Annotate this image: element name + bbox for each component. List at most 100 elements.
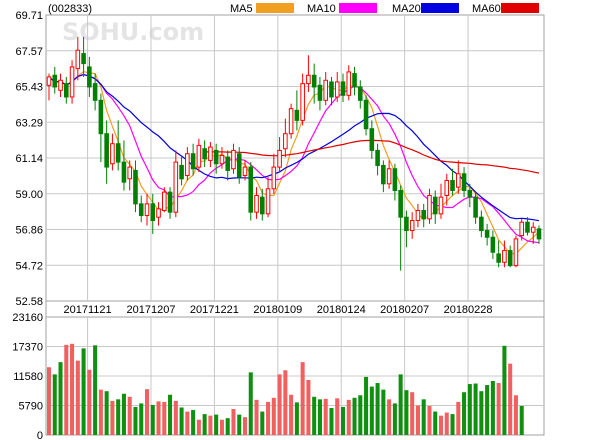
- candle-up: [196, 144, 202, 168]
- volume-bar: [490, 380, 495, 435]
- price-tick-label: 69.71: [15, 10, 43, 22]
- volume-bar: [433, 411, 438, 435]
- candle-up: [409, 220, 415, 232]
- watermark: SOHU.com: [62, 18, 204, 46]
- volume-bar: [191, 410, 196, 435]
- date-tick-label: 20171121: [64, 304, 112, 316]
- volume-bar: [352, 397, 357, 435]
- volume-bar: [214, 414, 219, 435]
- candle-up: [110, 143, 115, 165]
- candle-down: [260, 196, 265, 215]
- volume-tick-label: 23160: [12, 312, 43, 324]
- volume-bar: [173, 400, 178, 435]
- candle-down: [87, 66, 92, 88]
- candle-up: [334, 81, 340, 98]
- volume-bar: [144, 389, 150, 435]
- candle-down: [398, 189, 403, 218]
- volume-bar: [294, 402, 299, 435]
- price-tick-label: 52.58: [15, 296, 43, 308]
- candle-up: [185, 153, 190, 176]
- candle-down: [352, 73, 357, 88]
- legend-ma20-label: MA20: [392, 3, 421, 15]
- candle-up: [519, 221, 524, 237]
- price-tick-label: 63.29: [15, 117, 43, 129]
- candlesticks: [46, 36, 542, 271]
- candle-down: [392, 168, 398, 191]
- volume-bar: [444, 412, 449, 435]
- volume-bar: [329, 407, 334, 435]
- volume-bar: [127, 396, 132, 435]
- candle-down: [536, 228, 542, 240]
- candle-down: [467, 189, 473, 198]
- candle-up: [69, 66, 75, 98]
- legend-ma10-swatch: [339, 3, 377, 13]
- volume-bar: [340, 406, 346, 435]
- candle-up: [438, 196, 444, 215]
- candle-up: [58, 79, 63, 91]
- volume-bar: [208, 415, 213, 435]
- candle-up: [156, 208, 161, 218]
- volume-bar: [46, 367, 52, 435]
- candle-up: [502, 250, 507, 263]
- candle-up: [323, 79, 328, 101]
- candle-up: [162, 191, 167, 212]
- legend: MA5 MA10 MA20 MA60: [230, 3, 539, 15]
- candle-up: [456, 173, 461, 188]
- ma5-line: [48, 70, 540, 255]
- volume-bar: [266, 401, 271, 435]
- volume-bar: [237, 414, 242, 435]
- volume-bar: [116, 399, 121, 435]
- legend-ma5-label: MA5: [230, 3, 253, 15]
- volume-bar: [392, 403, 397, 435]
- volume-bar: [219, 419, 224, 435]
- volume-bar: [387, 399, 392, 435]
- candle-up: [513, 238, 519, 267]
- volume-tick-label: 17370: [12, 342, 43, 354]
- candle-down: [236, 153, 242, 178]
- volume-bar: [283, 370, 288, 435]
- legend-ma60-swatch: [501, 3, 539, 13]
- candle-down: [358, 86, 363, 101]
- date-tick-label: 20171221: [190, 304, 239, 316]
- volume-bar: [306, 379, 311, 435]
- candle-down: [317, 84, 323, 101]
- date-tick-label: 20180124: [317, 304, 366, 316]
- candle-up: [254, 194, 259, 213]
- legend-ma60-label: MA60: [472, 3, 501, 15]
- legend-ma5-swatch: [256, 3, 294, 13]
- candle-down: [190, 153, 196, 170]
- volume-bar: [150, 404, 155, 435]
- candle-up: [530, 226, 536, 233]
- volume-bar: [87, 369, 92, 435]
- candle-up: [231, 149, 236, 170]
- price-tick-label: 67.57: [15, 46, 43, 58]
- candle-up: [444, 179, 450, 196]
- candle-down: [496, 253, 501, 263]
- candle-up: [242, 166, 248, 176]
- volume-bar: [242, 417, 248, 435]
- candle-up: [288, 108, 294, 135]
- volume-bar: [496, 383, 501, 435]
- candle-up: [427, 194, 432, 220]
- candle-up: [283, 133, 288, 150]
- volume-bar: [364, 376, 369, 435]
- volume-bar: [456, 401, 461, 435]
- candle-up: [415, 210, 421, 222]
- candle-up: [265, 188, 271, 215]
- volume-bar: [104, 391, 109, 435]
- volume-bar: [81, 348, 86, 435]
- volume-bar: [335, 398, 340, 435]
- candle-down: [225, 156, 230, 171]
- grid: [46, 15, 544, 435]
- candle-up: [271, 166, 277, 190]
- volume-bar: [156, 401, 161, 435]
- candle-up: [144, 203, 150, 217]
- candle-down: [179, 164, 184, 180]
- candle-down: [484, 230, 490, 238]
- price-tick-label: 61.14: [15, 153, 43, 165]
- ma10-line: [48, 73, 540, 244]
- candle-down: [133, 169, 138, 205]
- candle-down: [404, 216, 409, 232]
- price-y-axis: 69.71 67.57 65.43 63.29 61.14 59.00 56.86 54.72…: [15, 10, 43, 308]
